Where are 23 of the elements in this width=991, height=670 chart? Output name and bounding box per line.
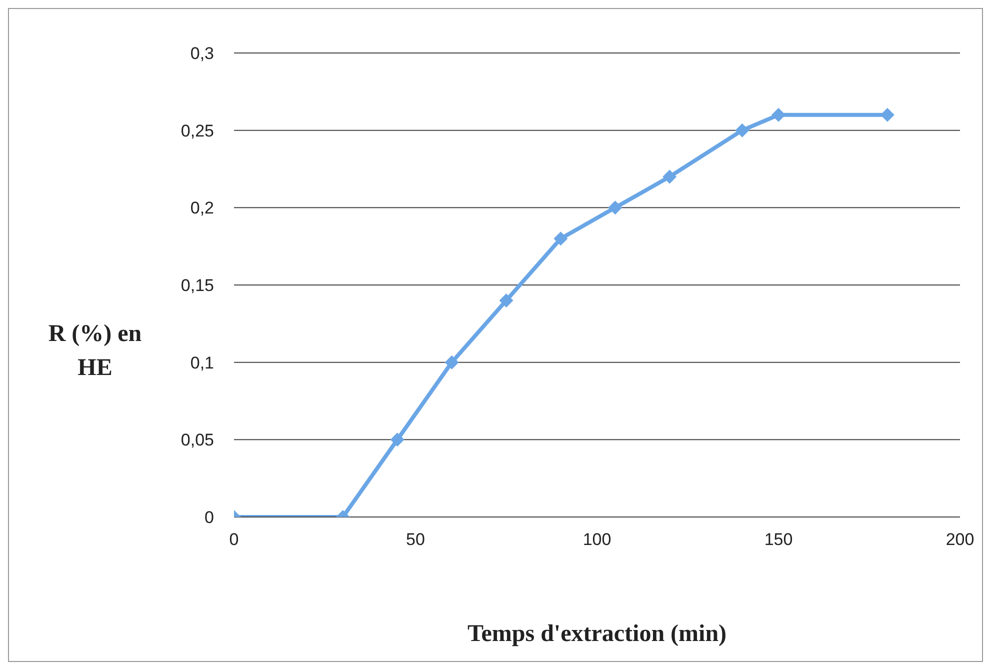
x-tick-label: 0 bbox=[229, 530, 239, 550]
y-tick-label: 0,25 bbox=[180, 121, 214, 140]
point bbox=[880, 108, 894, 122]
x-tick-label: 100 bbox=[582, 530, 612, 550]
y-axis-title: R (%) en HE bbox=[47, 320, 143, 383]
x-axis-title: Temps d'extraction (min) bbox=[467, 621, 727, 647]
y-tick-label: 0 bbox=[204, 508, 214, 528]
point bbox=[444, 355, 459, 370]
y-tick-label: 0,1 bbox=[190, 353, 214, 372]
x-tick-label: 200 bbox=[946, 530, 974, 550]
x-tick-label: 150 bbox=[764, 530, 793, 550]
point bbox=[390, 432, 404, 447]
y-tick-label: 0,3 bbox=[190, 44, 214, 64]
point bbox=[608, 200, 622, 215]
y-tick-label: 0,15 bbox=[180, 276, 214, 296]
point bbox=[772, 108, 786, 122]
x-tick-label: 50 bbox=[406, 530, 425, 550]
y-tick-label: 0,2 bbox=[190, 198, 214, 218]
y-tick-label: 0,05 bbox=[180, 430, 214, 450]
point bbox=[499, 293, 514, 308]
point bbox=[735, 123, 750, 138]
point bbox=[554, 232, 568, 246]
point bbox=[662, 170, 677, 184]
